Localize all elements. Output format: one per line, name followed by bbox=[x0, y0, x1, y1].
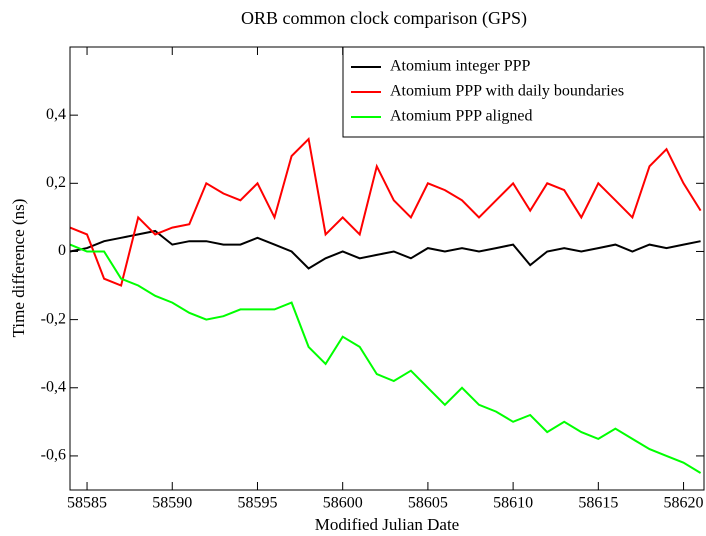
legend-label: Atomium PPP aligned bbox=[390, 108, 533, 125]
x-tick-label: 58615 bbox=[578, 495, 618, 512]
data-line bbox=[69, 229, 701, 270]
y-tick-label: 0 bbox=[58, 242, 66, 259]
y-tick-label: -0,6 bbox=[41, 447, 66, 464]
y-axis-title: Time difference (ns) bbox=[9, 199, 28, 338]
y-tick-label: -0,2 bbox=[41, 310, 66, 327]
legend-label: Atomium PPP with daily boundaries bbox=[390, 83, 624, 100]
x-tick-label: 58585 bbox=[67, 495, 107, 512]
x-tick-label: 58610 bbox=[493, 495, 533, 512]
y-tick-label: 0,2 bbox=[46, 174, 66, 191]
y-tick-label: -0,4 bbox=[41, 378, 66, 395]
legend-box bbox=[342, 46, 705, 138]
data-line bbox=[69, 136, 702, 287]
x-tick-label: 58590 bbox=[152, 495, 192, 512]
x-axis-title: Modified Julian Date bbox=[315, 515, 459, 534]
data-line bbox=[69, 243, 702, 474]
x-tick-label: 58620 bbox=[664, 495, 704, 512]
legend-label: Atomium integer PPP bbox=[390, 58, 531, 75]
x-tick-label: 58605 bbox=[408, 495, 448, 512]
y-tick-label: 0,4 bbox=[46, 106, 66, 123]
x-tick-label: 58595 bbox=[237, 495, 277, 512]
chart-title: ORB common clock comparison (GPS) bbox=[241, 8, 527, 29]
x-tick-label: 58600 bbox=[323, 495, 363, 512]
